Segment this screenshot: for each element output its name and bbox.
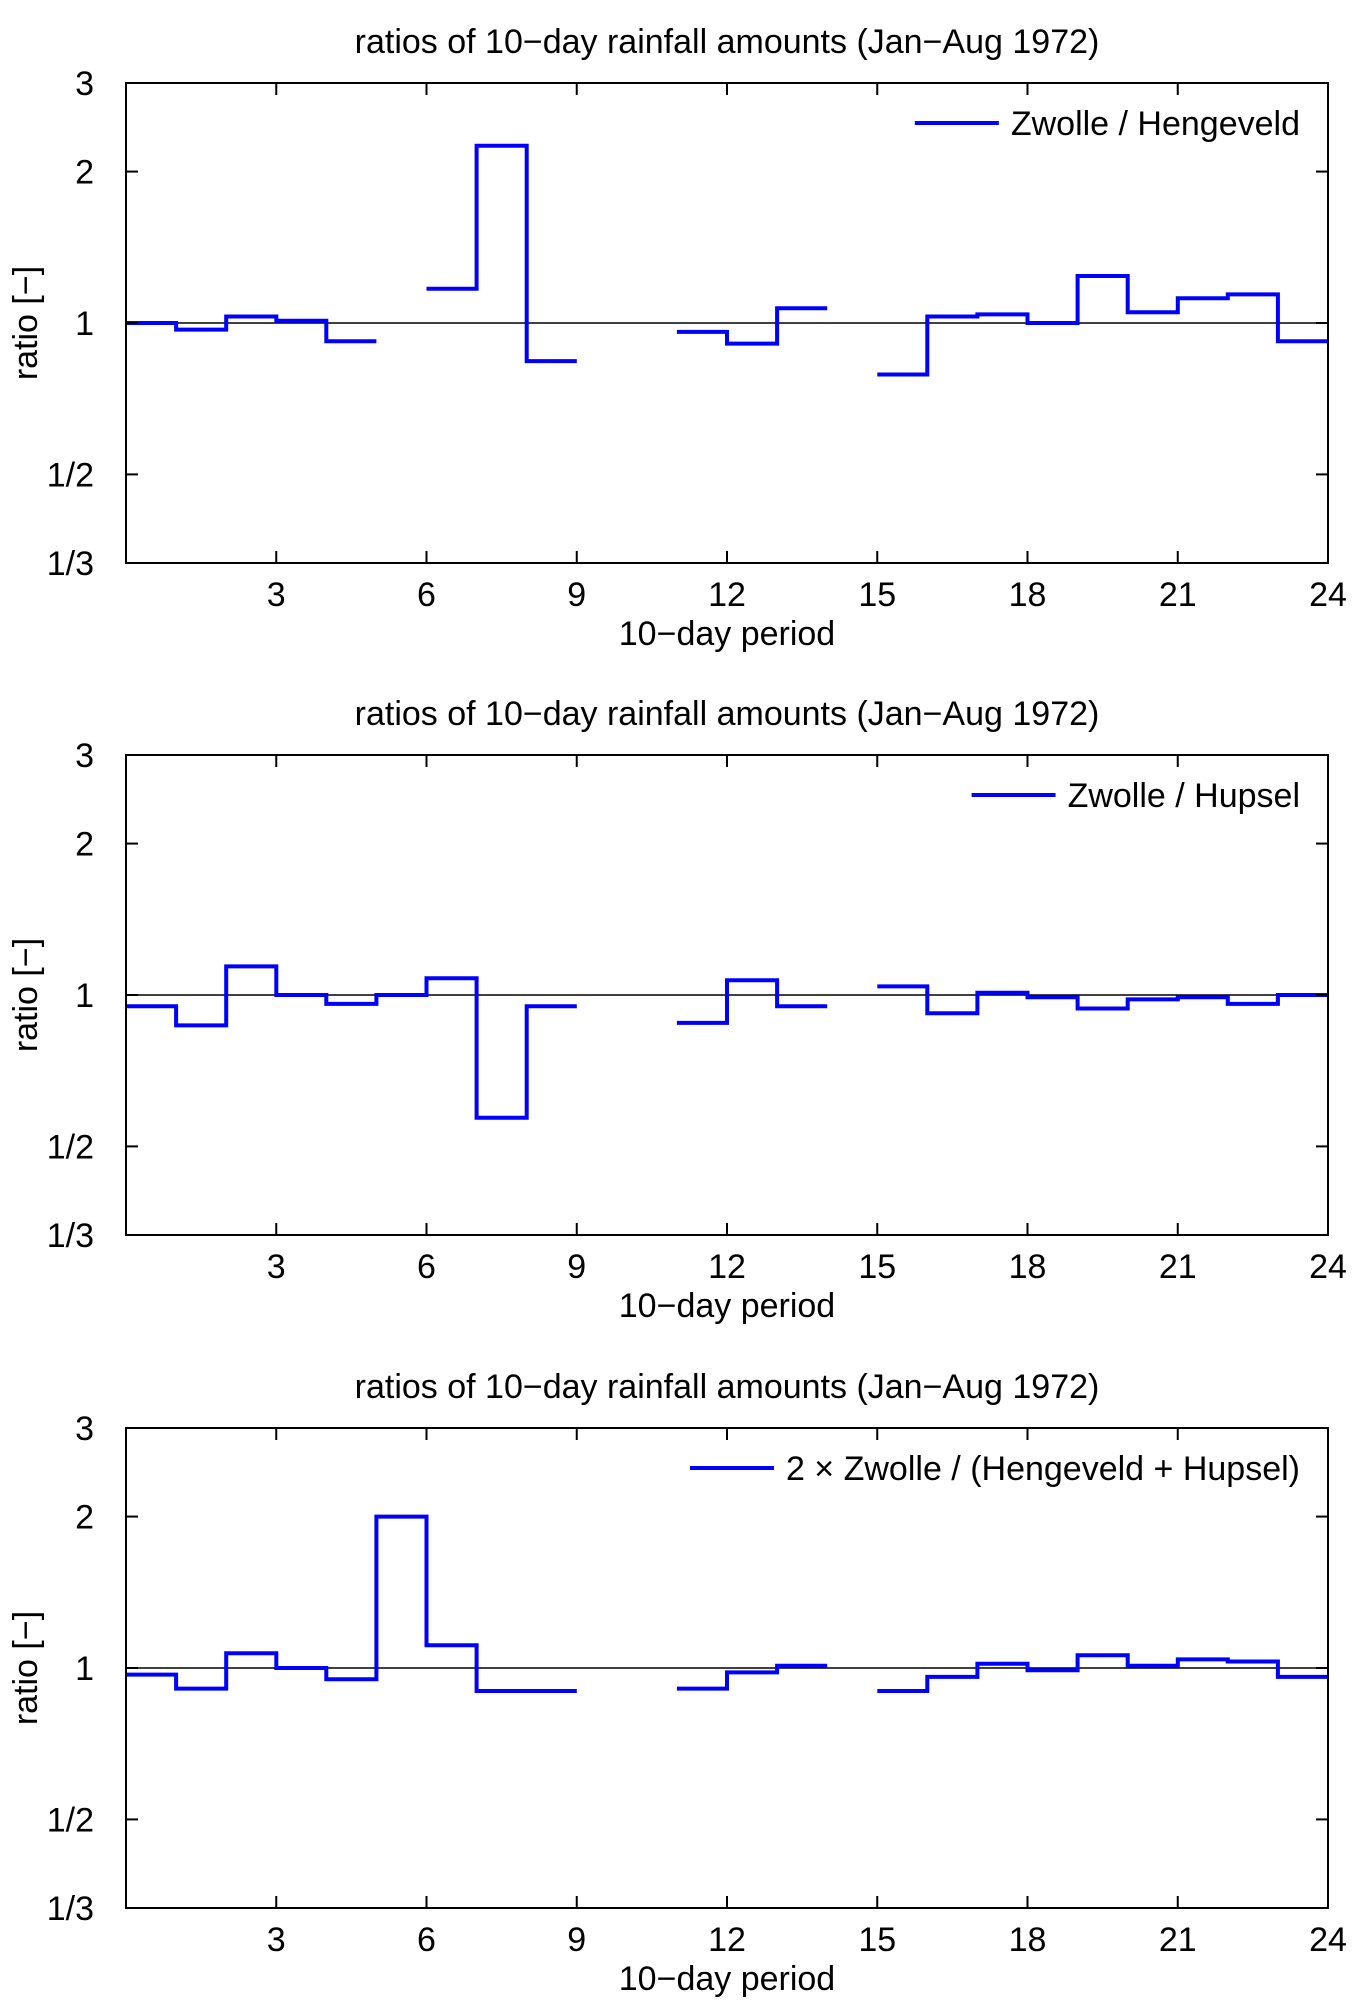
legend: Zwolle / Hupsel (971, 777, 1300, 815)
series-line-1 (126, 143, 1328, 377)
chart-title: ratios of 10−day rainfall amounts (Jan−A… (355, 1368, 1100, 1406)
x-tick-label: 24 (1309, 1248, 1347, 1286)
chart-title: ratios of 10−day rainfall amounts (Jan−A… (355, 695, 1100, 733)
y-tick-label: 2 (75, 1499, 94, 1537)
y-tick-label: 1 (75, 977, 94, 1015)
legend-label: Zwolle / Hupsel (1068, 777, 1300, 815)
x-axis-label: 10−day period (619, 1960, 835, 1998)
y-tick-label: 3 (75, 1410, 94, 1448)
y-tick-label: 1/3 (47, 1217, 94, 1255)
x-tick-label: 9 (567, 1921, 586, 1959)
y-tick-label: 3 (75, 737, 94, 775)
y-tick-label: 1/3 (47, 545, 94, 583)
x-tick-label: 24 (1309, 1921, 1347, 1959)
x-tick-label: 15 (858, 1248, 896, 1286)
y-axis-label: ratio [−] (7, 1611, 45, 1725)
x-tick-label: 21 (1159, 576, 1197, 614)
y-tick-label: 1/3 (47, 1890, 94, 1928)
x-tick-label: 12 (708, 1921, 746, 1959)
series-line-1 (126, 1514, 1328, 1693)
x-tick-label: 18 (1009, 1248, 1047, 1286)
y-axis-label: ratio [−] (7, 938, 45, 1052)
y-axis-label: ratio [−] (7, 266, 45, 380)
x-tick-label: 21 (1159, 1248, 1197, 1286)
x-tick-label: 9 (567, 576, 586, 614)
series-line-1 (126, 964, 1328, 1120)
x-tick-label: 15 (858, 1921, 896, 1959)
x-axis-label: 10−day period (619, 615, 835, 653)
x-tick-label: 3 (267, 1921, 286, 1959)
y-tick-label: 1 (75, 305, 94, 343)
y-tick-label: 3 (75, 65, 94, 103)
x-axis-label: 10−day period (619, 1287, 835, 1325)
x-tick-label: 6 (417, 1921, 436, 1959)
x-tick-label: 6 (417, 576, 436, 614)
x-tick-label: 3 (267, 1248, 286, 1286)
y-tick-label: 1/2 (47, 1128, 94, 1166)
x-tick-label: 18 (1009, 576, 1047, 614)
x-tick-label: 3 (267, 576, 286, 614)
x-tick-label: 15 (858, 576, 896, 614)
y-tick-label: 2 (75, 154, 94, 192)
legend-label: Zwolle / Hengeveld (1011, 105, 1300, 143)
x-tick-label: 12 (708, 576, 746, 614)
chart-title: ratios of 10−day rainfall amounts (Jan−A… (355, 23, 1100, 61)
y-tick-label: 1/2 (47, 456, 94, 494)
chart-panel-2: ratios of 10−day rainfall amounts (Jan−A… (7, 695, 1347, 1325)
chart-panel-3: ratios of 10−day rainfall amounts (Jan−A… (7, 1368, 1347, 1998)
legend-label: 2 × Zwolle / (Hengeveld + Hupsel) (786, 1450, 1300, 1488)
chart-panel-1: ratios of 10−day rainfall amounts (Jan−A… (7, 23, 1347, 653)
x-tick-label: 21 (1159, 1921, 1197, 1959)
x-tick-label: 18 (1009, 1921, 1047, 1959)
x-tick-label: 6 (417, 1248, 436, 1286)
legend: 2 × Zwolle / (Hengeveld + Hupsel) (689, 1450, 1300, 1488)
x-tick-label: 24 (1309, 576, 1347, 614)
x-tick-label: 12 (708, 1248, 746, 1286)
x-tick-label: 9 (567, 1248, 586, 1286)
y-tick-label: 2 (75, 826, 94, 864)
y-tick-label: 1 (75, 1650, 94, 1688)
y-tick-label: 1/2 (47, 1801, 94, 1839)
legend: Zwolle / Hengeveld (914, 105, 1300, 143)
